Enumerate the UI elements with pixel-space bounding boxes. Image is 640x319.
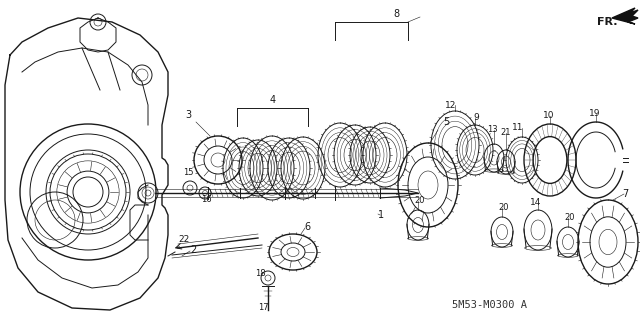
Text: 17: 17 xyxy=(258,303,269,312)
Text: 9: 9 xyxy=(473,113,479,122)
Text: 20: 20 xyxy=(564,213,575,222)
Text: 4: 4 xyxy=(270,95,276,105)
Text: 13: 13 xyxy=(487,125,498,134)
Text: 15: 15 xyxy=(183,168,193,177)
Text: 5M53-M0300 A: 5M53-M0300 A xyxy=(452,300,527,310)
Text: 7: 7 xyxy=(622,189,628,199)
Text: 8: 8 xyxy=(393,9,399,19)
Text: 16: 16 xyxy=(201,195,212,204)
Text: 10: 10 xyxy=(543,111,555,120)
Text: 20: 20 xyxy=(414,196,424,205)
Text: 21: 21 xyxy=(500,128,511,137)
Text: 5: 5 xyxy=(443,117,449,127)
Text: 1: 1 xyxy=(378,210,384,220)
Text: 18: 18 xyxy=(255,269,266,278)
Text: 12: 12 xyxy=(445,101,456,110)
Text: FR.: FR. xyxy=(597,17,618,27)
Polygon shape xyxy=(612,8,638,24)
Text: 19: 19 xyxy=(589,109,601,118)
Text: 11: 11 xyxy=(512,123,524,132)
Text: 3: 3 xyxy=(185,110,191,120)
Text: 6: 6 xyxy=(304,222,310,232)
Text: 20: 20 xyxy=(498,203,509,212)
Text: 22: 22 xyxy=(178,235,189,244)
Text: 14: 14 xyxy=(530,198,541,207)
Text: 2: 2 xyxy=(190,245,196,255)
